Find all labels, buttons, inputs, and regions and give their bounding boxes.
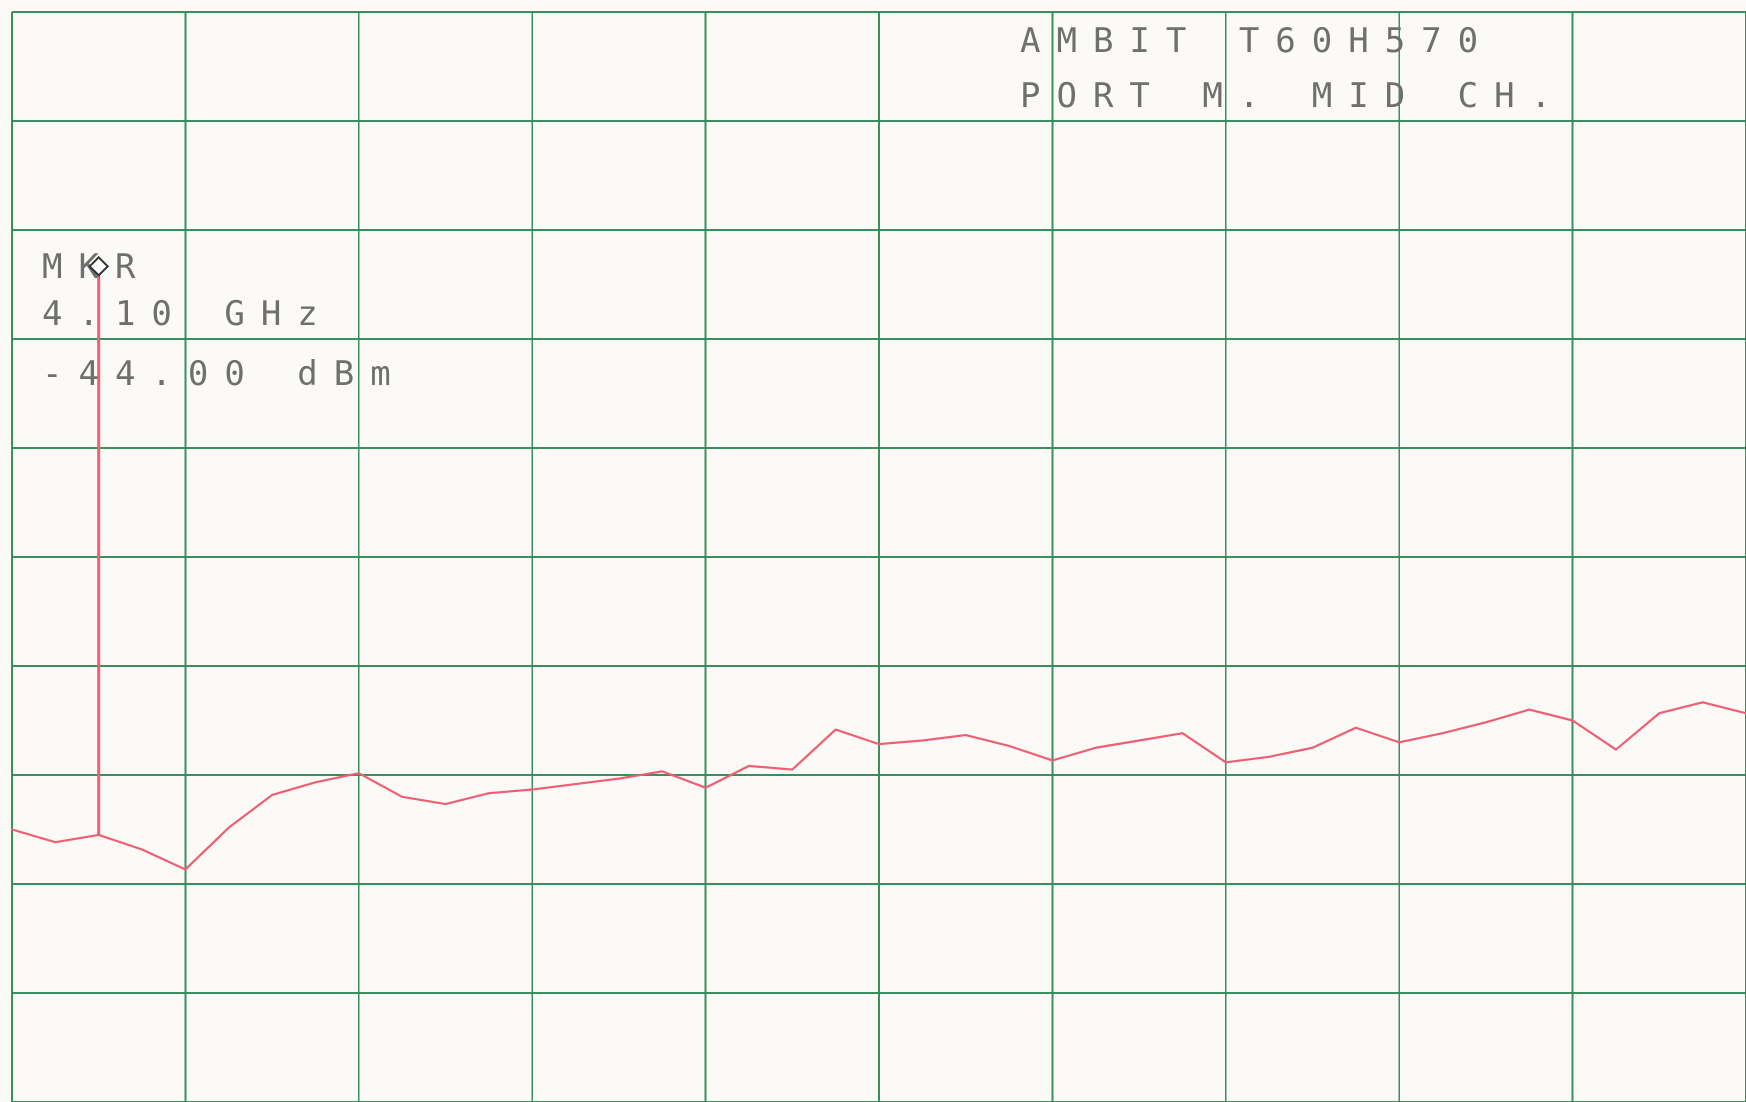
- chart-title: AMBIT T60H570 PORT M. MID CH.: [1020, 21, 1567, 116]
- title-line-2: PORT M. MID CH.: [1020, 76, 1567, 116]
- series-trace-line: [10, 701, 1746, 871]
- marker-label: MKR: [42, 247, 151, 287]
- marker-diamond: [88, 255, 110, 277]
- marker-frequency: 4.10 GHz: [42, 294, 334, 334]
- chart-grid: [11, 11, 1746, 1102]
- title-line-1: AMBIT T60H570: [1020, 21, 1494, 61]
- marker-level: -44.00 dBm: [42, 354, 407, 394]
